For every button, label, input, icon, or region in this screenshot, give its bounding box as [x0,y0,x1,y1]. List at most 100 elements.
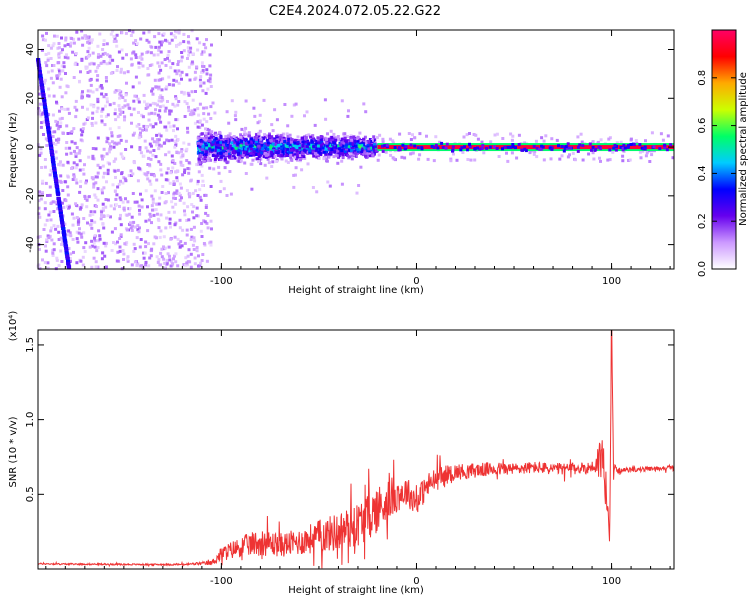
spectrogram-cell [181,173,185,177]
spectrogram-cell [90,38,94,42]
spectrogram-cell [473,158,477,162]
spectrogram-cell [101,175,105,179]
spectrogram-cell [213,151,217,155]
spectrogram-cell [92,105,96,109]
spectrogram-cell [45,144,49,147]
spectrogram-cell [143,100,146,104]
spectrogram-cell [126,255,130,259]
spectrogram-cell [156,140,160,144]
spectrogram-cell [93,220,97,224]
spectrogram-cell [153,112,157,116]
spectrogram-cell [194,189,198,193]
spectrogram-cell [348,142,352,146]
spectrogram-cell [256,121,260,125]
spectrogram-cell [68,257,72,260]
spectrogram-cell [337,150,341,154]
spectrogram-cell [226,149,230,153]
spectrogram-cell [257,155,261,159]
spectrogram-cell [187,53,191,57]
spectrogram-cell [136,224,140,228]
spectrogram-cell [182,32,186,36]
spectrogram-cell [187,218,191,222]
spectrogram-cell [253,136,257,139]
spectrogram-cell [70,130,74,134]
spectrogram-cell [96,74,100,78]
spectrogram-cell [119,213,122,217]
spectrogram-cell [219,151,223,155]
spectrogram-cell [159,68,163,72]
spectrogram-cell [138,208,141,212]
spectrogram-cell [175,176,179,180]
spectrogram-cell [164,87,168,91]
spectrogram-cell [186,254,190,258]
spectrogram-cell [180,77,183,81]
spectrogram-cell [152,242,156,246]
spectrogram-cell [133,260,137,264]
spectrogram-cell [67,247,71,250]
spectrogram-cell [47,133,52,137]
spectrogram-cell [162,245,165,249]
spectrogram-cell [161,98,165,102]
spectrogram-cell [340,141,344,145]
spectrogram-cell [74,202,78,206]
spectrogram-cell [181,228,185,232]
spectrogram-cell [474,133,478,137]
spectrogram-cell [128,106,132,110]
spectrogram-cell [201,157,205,161]
spectrogram-cell [150,45,154,49]
spectrogram-cell [312,154,316,158]
spectrogram-cell [48,126,52,130]
spectrogram-cell [91,212,95,216]
colorbar-tick-label: 0.8 [697,70,708,86]
spectrogram-cell [164,153,168,157]
spectrogram-cell [264,142,268,146]
spectrogram-cell [234,110,238,114]
spectrogram-cell [201,179,205,183]
spectrogram-cell [152,53,156,57]
spectrogram-cell [325,137,329,141]
spectrogram-cell [117,50,121,54]
spectrogram-cell [259,141,263,145]
spectrogram-cell [116,134,120,138]
spectrogram-cell [41,179,45,183]
spectrogram-cell [411,151,415,155]
spectrogram-cell [101,52,105,56]
spectrogram-cell [232,140,236,144]
spectrogram-cell [37,144,41,148]
spectrogram-cell [202,81,206,85]
spectrogram-cell [43,106,48,109]
spectrogram-cell [66,259,70,263]
spectrogram-cell [354,154,358,158]
spectrogram-cell [167,210,171,214]
spectrogram-x-axis-label: Height of straight line (km) [288,285,424,296]
spectrogram-cell [592,157,596,161]
spectrogram-cell [172,257,175,261]
spectrogram-cell [532,144,536,148]
spectrogram-cell [44,181,48,185]
spectrogram-cell [123,177,127,181]
spectrogram-cell [404,145,408,148]
spectrogram-cell [285,132,289,136]
spectrogram-cell [568,153,571,157]
spectrogram-cell [225,161,229,165]
spectrogram-cell [87,54,91,58]
spectrogram-cell [204,127,208,131]
spectrogram-cell [324,152,328,156]
spectrogram-cell [228,144,232,148]
spectrogram-cell [244,99,248,103]
spectrogram-cell [39,151,43,155]
spectrogram-cell [65,53,68,57]
spectrogram-cell [116,115,120,119]
spectrogram-cell [133,200,137,204]
spectrogram-cell [315,190,319,194]
spectrogram-cell [195,65,199,69]
spectrogram-cell [350,138,354,142]
spectrogram-cell [167,150,171,154]
spectrogram-cell [47,213,51,217]
spectrogram-cell [639,156,643,160]
spectrogram-cell [114,118,118,122]
spectrogram-cell [354,144,358,148]
spectrogram-cell [440,141,444,145]
spectrogram-cell [327,137,331,141]
spectrogram-cell [243,161,247,165]
